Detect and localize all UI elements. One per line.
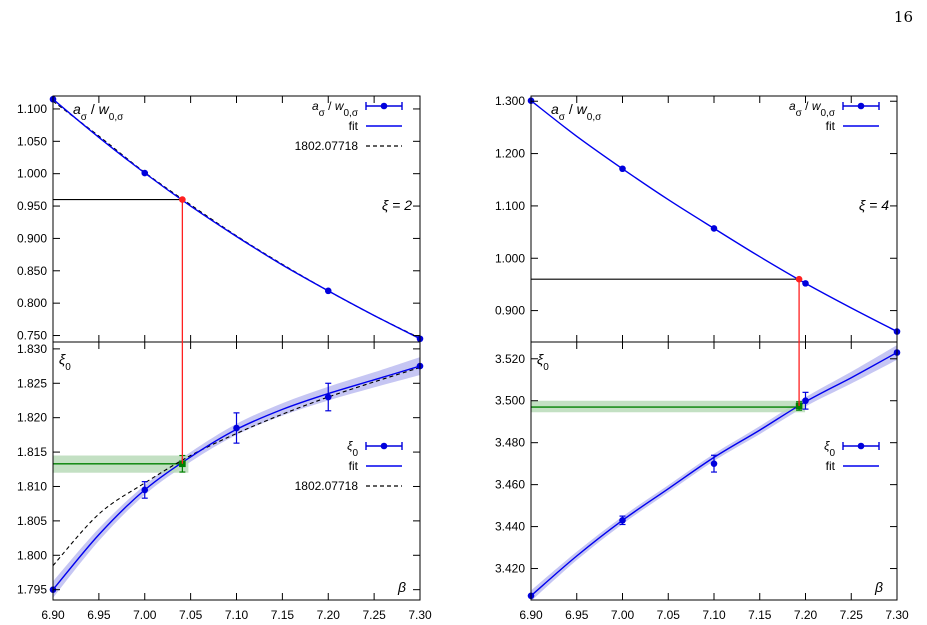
left-top-ytick-label: 0.950 xyxy=(17,199,47,213)
right-bottom-fit-error-band xyxy=(531,345,897,601)
left-bottom-ytick-label: 1.820 xyxy=(17,411,47,425)
right-bottom-xtick-label: 7.10 xyxy=(702,608,726,622)
right-bottom-legend-entry-sample-point xyxy=(857,442,865,450)
left-bottom-xtick-label: 6.95 xyxy=(87,608,111,622)
right-top-ytick-label: 1.100 xyxy=(495,199,525,213)
left-top-ytick-label: 0.800 xyxy=(17,296,47,310)
left-bottom-xtick-label: 6.90 xyxy=(41,608,65,622)
right-top-fit-curve xyxy=(530,100,898,333)
right-bottom-xtick-label: 7.30 xyxy=(885,608,909,622)
right-top-frame xyxy=(530,95,898,343)
left-bottom-ytick-label: 1.800 xyxy=(17,548,47,562)
left-top-ytick-label: 0.750 xyxy=(17,329,47,343)
left-top-legend-entry-label: 1802.07718 xyxy=(295,139,359,153)
left-bottom-fit-error-band xyxy=(53,357,420,598)
right-bottom-data-point xyxy=(619,516,626,524)
right-bottom-ytick-label: 3.420 xyxy=(495,562,525,576)
right-bottom-xtick-label: 7.20 xyxy=(794,608,818,622)
right-bottom-xtick-label: 7.25 xyxy=(840,608,864,622)
right-top-ytick-label: 1.000 xyxy=(495,251,525,265)
left-bottom-xlabel: β xyxy=(397,579,406,595)
left-bottom-ytick-label: 1.805 xyxy=(17,514,47,528)
right-top-data-point xyxy=(710,225,718,232)
left-bottom-ytick-label: 1.795 xyxy=(17,583,47,597)
right-bottom-legend-entry-label: ξ0 xyxy=(824,439,835,459)
left-top-legend-entry-sample-point xyxy=(380,102,388,110)
right-top-ytick-label: 1.300 xyxy=(495,94,525,108)
left-bottom-ytick-label: 1.830 xyxy=(17,342,47,356)
right-bottom-xlabel: β xyxy=(874,579,883,595)
left-bottom-xtick-label: 7.15 xyxy=(271,608,295,622)
left-top-legend-entry-label: aσ / w0,σ xyxy=(312,99,359,119)
left-bottom-data-point xyxy=(141,486,149,494)
left-top-legend-entry-label: fit xyxy=(349,119,359,133)
right-bottom-ytick-label: 3.460 xyxy=(495,478,525,492)
right-bottom-data-point xyxy=(710,460,718,467)
right-bottom-ytick-label: 3.480 xyxy=(495,436,525,450)
left-top-data-point xyxy=(141,169,149,177)
left-bottom-data-point xyxy=(233,424,240,432)
left-bottom-legend-entry-label: fit xyxy=(349,459,359,473)
left-bottom-legend-entry-label: ξ0 xyxy=(347,439,358,459)
left-top-annotation: ξ = 2 xyxy=(382,197,412,213)
right-top-ytick-label: 0.900 xyxy=(495,304,525,318)
left-bottom-ytick-label: 1.825 xyxy=(17,376,47,390)
right-bottom-fit-curve xyxy=(530,351,898,597)
page-number: 16 xyxy=(893,8,913,26)
chart-left-column: 0.750 0.800 0.850 0.900 0.950 1.000 1.050 1.100… xyxy=(17,95,432,622)
right-bottom-ytick-label: 3.520 xyxy=(495,352,525,366)
right-bottom-ytick-label: 3.440 xyxy=(495,520,525,534)
left-bottom-xtick-label: 7.30 xyxy=(408,608,432,622)
right-top-annotation: ξ = 4 xyxy=(859,197,889,213)
right-top-data-point xyxy=(802,280,809,287)
left-bottom-reference-curve xyxy=(52,366,421,566)
left-bottom-xtick-label: 7.25 xyxy=(362,608,386,622)
left-top-ytick-label: 0.850 xyxy=(17,264,47,278)
left-bottom-title: ξ0 xyxy=(59,351,71,373)
right-bottom-data-point xyxy=(802,397,809,405)
left-bottom-xtick-label: 7.10 xyxy=(225,608,249,622)
left-top-ytick-label: 1.100 xyxy=(17,102,47,116)
chart-right-column: 0.900 1.000 1.100 1.200 1.300 aσ / w0,σ ξ = 4 a… xyxy=(495,94,909,622)
left-bottom-legend-entry-label: 1802.07718 xyxy=(295,479,359,493)
right-top-legend-entry-label: aσ / w0,σ xyxy=(789,99,836,119)
right-bottom-xtick-label: 7.00 xyxy=(611,608,635,622)
right-top-legend-entry-label: fit xyxy=(826,119,836,133)
right-bottom-xtick-label: 6.95 xyxy=(565,608,589,622)
right-bottom-legend-entry-label: fit xyxy=(826,459,836,473)
left-bottom-xtick-label: 7.20 xyxy=(317,608,341,622)
right-top-title: aσ / w0,σ xyxy=(551,101,602,123)
left-top-frame xyxy=(52,95,421,343)
right-top-ytick-label: 1.200 xyxy=(495,147,525,161)
left-top-data-point xyxy=(324,287,332,295)
left-top-ytick-label: 1.050 xyxy=(17,134,47,148)
left-bottom-data-point xyxy=(324,393,332,401)
right-bottom-xtick-label: 7.15 xyxy=(748,608,772,622)
left-top-fit-curve xyxy=(52,98,421,340)
right-top-legend-entry-sample-point xyxy=(857,102,865,110)
right-top-data-point xyxy=(619,165,626,173)
left-top-ytick-label: 0.900 xyxy=(17,231,47,245)
left-bottom-xtick-label: 7.05 xyxy=(179,608,203,622)
left-top-ytick-label: 1.000 xyxy=(17,167,47,181)
right-bottom-xtick-label: 6.90 xyxy=(519,608,543,622)
right-bottom-ytick-label: 3.500 xyxy=(495,394,525,408)
left-bottom-ytick-label: 1.815 xyxy=(17,445,47,459)
right-bottom-xtick-label: 7.05 xyxy=(657,608,681,622)
left-top-reference-curve xyxy=(52,100,421,339)
left-bottom-ytick-label: 1.810 xyxy=(17,479,47,493)
left-top-title: aσ / w0,σ xyxy=(73,101,124,123)
left-bottom-xtick-label: 7.00 xyxy=(133,608,157,622)
left-bottom-legend-entry-sample-point xyxy=(380,442,388,450)
right-bottom-title: ξ0 xyxy=(537,351,549,373)
left-bottom-fit-curve xyxy=(52,365,421,591)
